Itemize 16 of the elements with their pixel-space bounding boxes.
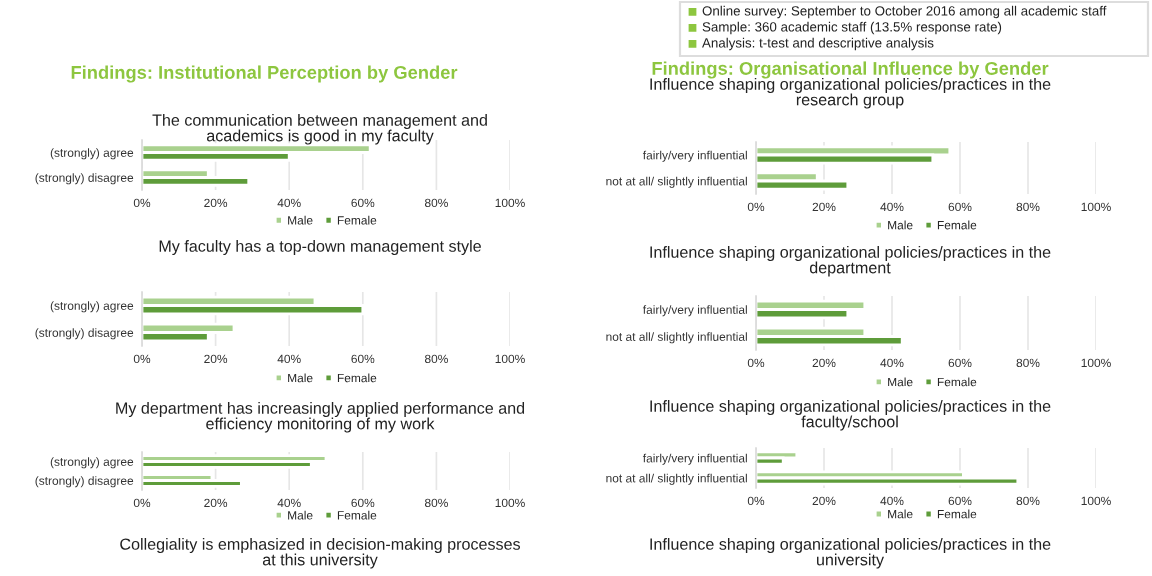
bar (756, 476, 1020, 486)
chart-title: My department has increasingly applied performance and efficiency monitoring of my work (116, 402, 525, 433)
text: Findings: Organisational Influence by Gender (652, 61, 1049, 79)
bar (756, 335, 904, 347)
text: Collegiality is emphasized in decision-making processes at this university (120, 538, 521, 569)
text: Influence shaping organizational policies/practices in the university (650, 538, 1051, 569)
chart-title: My faculty has a top-down management style (159, 240, 481, 256)
chart-title: Influence shaping organizational policies/practices in the research group (650, 78, 1051, 109)
chart-title: Influence shaping organizational policies/practices in the department (650, 246, 1051, 277)
chart-title: Influence shaping organizational policies/practices in the faculty/school (650, 400, 1051, 431)
bar (142, 176, 251, 187)
text: Findings: Institutional Perception by Gender (71, 65, 458, 83)
bar (142, 304, 365, 316)
bar (142, 479, 243, 488)
chart-title: The communication between management and academics is good in my faculty (152, 114, 487, 145)
bar (756, 179, 850, 191)
